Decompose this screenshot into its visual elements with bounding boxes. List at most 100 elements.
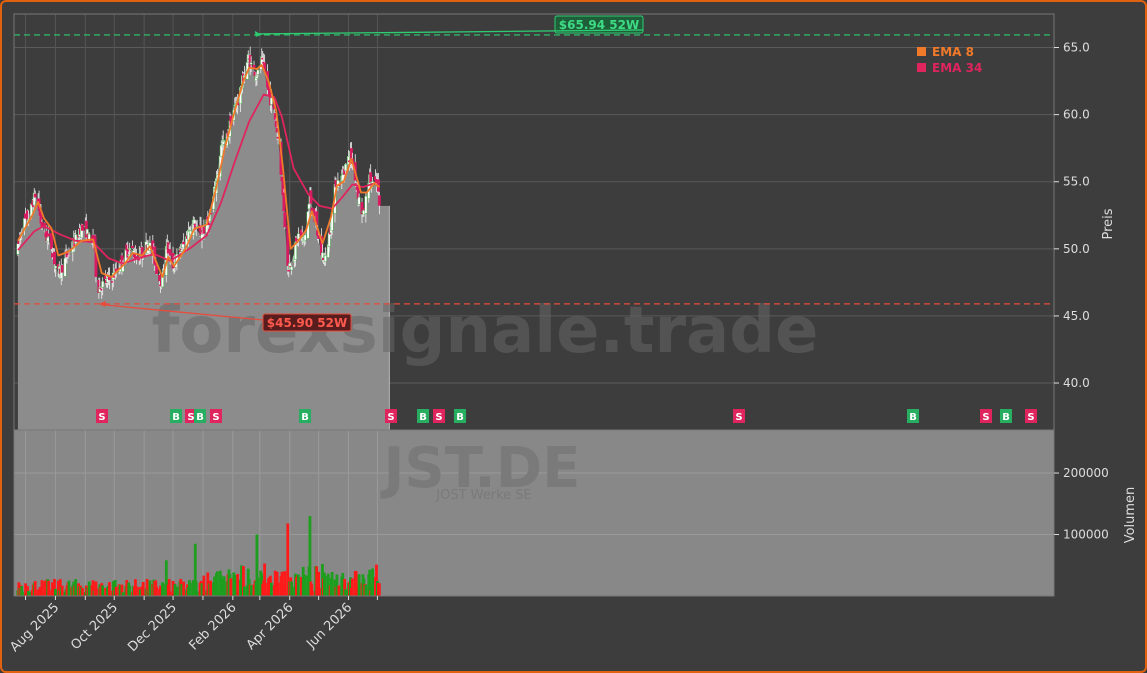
volume-bar — [296, 574, 300, 596]
volume-y-axis: 100000 200000 — [1054, 466, 1109, 542]
candle-body — [294, 242, 297, 260]
legend-entry: EMA 34 — [932, 61, 982, 75]
sell-signal-marker — [980, 409, 992, 423]
volume-tick-label: 100000 — [1063, 528, 1109, 542]
volume-bar — [108, 582, 111, 596]
price-tick-label: 50.0 — [1063, 242, 1090, 256]
volume-bar — [81, 588, 84, 596]
candle-body — [168, 249, 172, 256]
candle-body — [290, 266, 294, 271]
volume-bar — [249, 585, 253, 596]
candle-body — [158, 275, 162, 282]
volume-bar — [308, 516, 312, 596]
volume-bar — [364, 584, 368, 596]
legend-swatch — [917, 63, 926, 72]
volume-bar — [148, 580, 152, 596]
volume-bar — [368, 569, 372, 596]
volume-bar — [167, 579, 171, 596]
sell-signal-marker — [433, 409, 445, 423]
volume-bar — [182, 581, 186, 596]
volume-bar — [74, 579, 78, 596]
candle-body — [287, 269, 291, 272]
volume-bar — [67, 580, 71, 596]
candle-body — [283, 212, 287, 228]
volume-bar — [202, 575, 206, 596]
candle-body — [364, 195, 368, 214]
volume-bar — [193, 543, 197, 596]
volume-bar — [310, 584, 314, 596]
volume-bar — [236, 573, 240, 596]
volume-bar — [162, 583, 165, 596]
signal-label: S — [982, 412, 989, 423]
ema8-line — [17, 64, 380, 278]
candles — [16, 46, 381, 299]
volume-bar — [290, 581, 294, 596]
low-52w-label: $45.90 52W — [267, 316, 347, 330]
price-tick-label: 65.0 — [1063, 41, 1090, 55]
candle-body — [357, 196, 361, 205]
volume-bar — [276, 582, 280, 596]
candle-body — [307, 204, 311, 210]
volume-bar — [145, 579, 149, 596]
signal-label: S — [387, 412, 394, 423]
candle-body — [63, 257, 67, 277]
volume-bars — [16, 516, 381, 596]
buy-signal-marker — [299, 409, 311, 423]
volume-bar — [189, 583, 192, 596]
volume-bar — [242, 586, 246, 596]
volume-bar — [323, 575, 327, 596]
high-52w-label: $65.94 52W — [559, 18, 639, 32]
candle-body — [33, 193, 37, 198]
volume-bar — [191, 580, 195, 596]
candle-body — [310, 207, 314, 211]
watermark-company: JOST Werke SE — [435, 488, 532, 503]
sell-signal-marker — [210, 409, 222, 423]
candle-body — [180, 249, 184, 252]
buy-signal-marker — [907, 409, 919, 423]
signal-label: B — [1002, 412, 1010, 423]
x-tick-label: Oct 2025 — [68, 600, 121, 653]
signal-label: B — [456, 412, 464, 423]
high-52w-label-box — [554, 15, 644, 34]
buy-signal-marker — [1000, 409, 1012, 423]
volume-bar — [280, 571, 284, 596]
volume-bar — [263, 563, 267, 596]
volume-bar — [141, 581, 145, 596]
candle-body — [282, 192, 286, 212]
volume-bar — [54, 588, 57, 596]
x-axis: Aug 2025 Oct 2025 Dec 2025 Feb 2026 Apr 2026… — [7, 596, 378, 655]
signal-label: S — [735, 412, 742, 423]
volume-bar — [377, 583, 381, 596]
volume-bar — [317, 571, 321, 596]
price-tick-label: 55.0 — [1063, 175, 1090, 189]
volume-bar — [27, 590, 30, 596]
volume-bar — [194, 581, 198, 596]
volume-bar — [337, 585, 341, 596]
volume-bar — [283, 571, 287, 596]
x-tick-label: Dec 2025 — [125, 600, 180, 655]
signal-label: S — [98, 412, 105, 423]
volume-bar — [335, 574, 339, 596]
low-52w-arrow — [103, 304, 264, 321]
candle-body — [249, 62, 253, 65]
signal-label: S — [212, 412, 219, 423]
buy-signal-marker — [454, 409, 466, 423]
volume-bar — [111, 581, 115, 596]
volume-bar — [94, 581, 98, 596]
candle-body — [303, 234, 307, 241]
candle-body — [182, 241, 186, 245]
volume-bar — [326, 573, 330, 596]
low-52w-label-box — [262, 313, 352, 332]
volume-bar — [269, 582, 273, 596]
volume-grid — [14, 430, 1054, 596]
volume-bar — [357, 574, 361, 596]
volume-bar — [91, 580, 95, 596]
watermark-main: forexsignale.trade — [152, 294, 819, 368]
volume-bar — [195, 591, 199, 596]
volume-bar — [175, 586, 179, 596]
ema-lines — [17, 64, 380, 278]
sell-signal-marker — [1025, 409, 1037, 423]
volume-bar — [303, 574, 307, 596]
